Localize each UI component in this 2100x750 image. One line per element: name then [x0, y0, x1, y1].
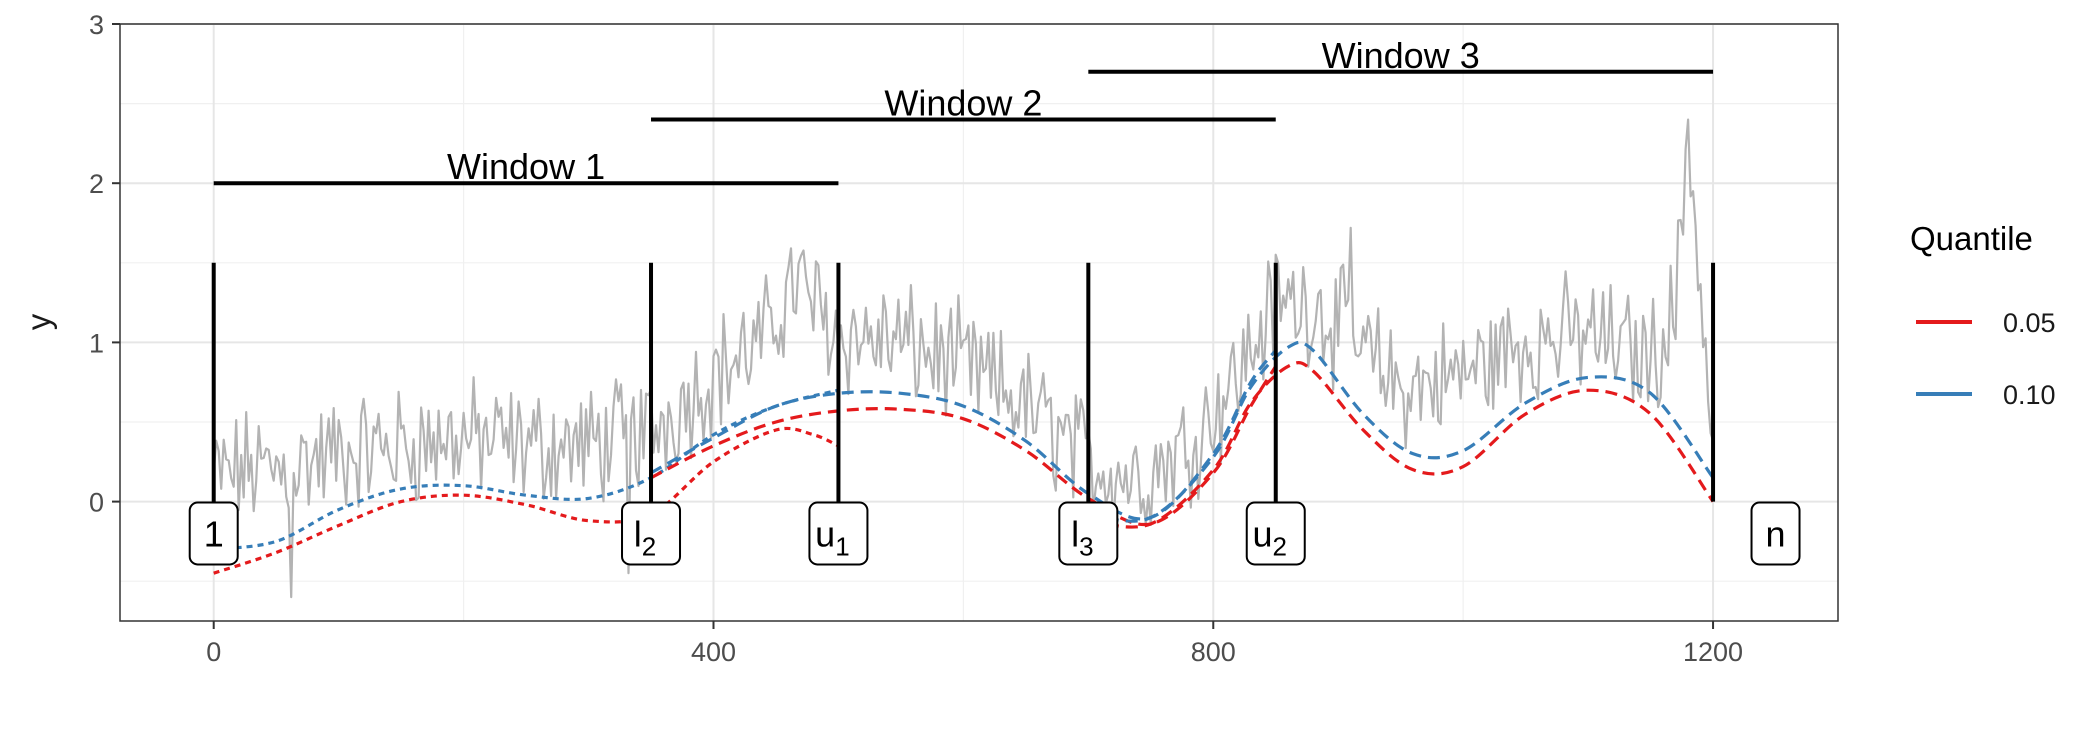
raw-series — [212, 118, 1715, 599]
boundary-label: l2 — [634, 513, 656, 561]
boundary-label: 1 — [204, 513, 224, 554]
quantile-curve-005-window-2 — [650, 365, 1278, 527]
boundary-label-box — [188, 501, 239, 566]
y-tick-label: 0 — [89, 488, 104, 518]
x-tick-label: 0 — [206, 637, 221, 667]
boundary-lines — [211, 262, 1716, 502]
quantile-curve-005-window-3 — [1088, 361, 1715, 529]
y-tick-label: 2 — [89, 169, 104, 199]
boundary-label: u1 — [815, 513, 850, 561]
window-lines: Window 1 Window 2 Window 3 — [213, 35, 1714, 187]
y-tick-label: 1 — [89, 328, 104, 358]
window-label: Window 3 — [1322, 35, 1480, 76]
boundary-label-box — [1750, 501, 1801, 566]
legend-label: 0.05 — [2003, 308, 2056, 338]
quantile-curve-010-window-1 — [213, 388, 839, 551]
raw-data-line — [212, 118, 1715, 599]
y-axis-title: y — [20, 313, 57, 330]
plot-border — [119, 23, 1839, 622]
window-label: Window 1 — [447, 146, 605, 187]
boundary-label-box — [808, 501, 869, 566]
x-tick-label: 800 — [1191, 637, 1236, 667]
plot-panel — [120, 24, 1838, 621]
boundary-label: n — [1766, 513, 1786, 554]
x-tick-label: 400 — [691, 637, 736, 667]
boundary-label-box — [1245, 501, 1306, 566]
quantile-curve-010-window-2 — [650, 349, 1277, 521]
boundary-label-box — [621, 501, 682, 566]
quantile-curves — [213, 340, 1715, 575]
boundary-labels: 1 l2 u1 l3 u2 n — [188, 501, 1801, 566]
boundary-label-box — [1058, 501, 1119, 566]
y-tick-label: 3 — [89, 10, 104, 40]
boundary-label: u2 — [1252, 513, 1287, 561]
legend-label: 0.10 — [2003, 380, 2056, 410]
x-tick-label: 1200 — [1683, 637, 1743, 667]
boundary-label: l3 — [1071, 513, 1093, 561]
legend-title: Quantile — [1910, 220, 2033, 257]
quantile-curve-005-window-1 — [213, 426, 840, 575]
window-label: Window 2 — [884, 83, 1042, 124]
axes: 0 400 800 1200 0 1 2 3 — [89, 10, 1743, 667]
legend: Quantile 0.05 0.10 — [1910, 220, 2056, 410]
